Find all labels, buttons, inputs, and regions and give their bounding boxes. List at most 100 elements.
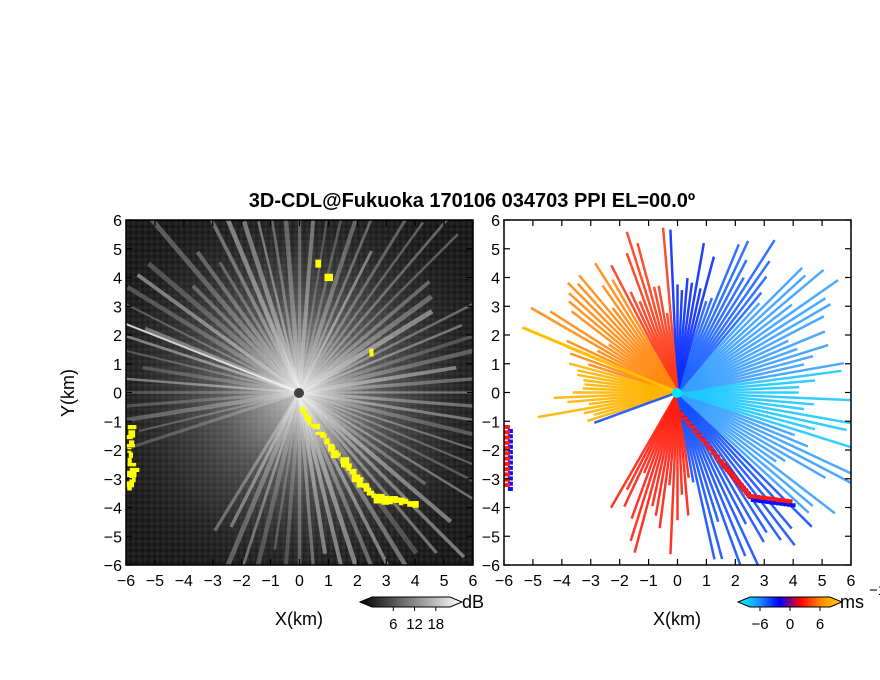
- velocity-clutter-cell: [765, 499, 771, 504]
- clutter-cell: [127, 462, 137, 467]
- clutter-cell: [127, 457, 132, 465]
- velocity-clutter-cell: [754, 494, 761, 499]
- velocity-center-marker: [672, 388, 682, 398]
- clutter-cell: [371, 493, 376, 498]
- velocity-clutter-cell: [779, 501, 785, 506]
- clutter-cell: [407, 501, 414, 507]
- clutter-cell: [315, 259, 322, 268]
- velocity-clutter-cell: [783, 502, 789, 507]
- clutter-cell: [320, 433, 327, 438]
- velocity-clutter-cell: [744, 491, 751, 496]
- x-tick-label: −3: [582, 573, 600, 590]
- clutter-cell: [128, 430, 136, 438]
- clutter-cell: [307, 417, 312, 425]
- clutter-cell: [366, 492, 374, 496]
- velocity-clutter-cell: [768, 496, 775, 501]
- clutter-cell: [126, 443, 135, 448]
- velocity-clutter-cell: [696, 433, 703, 438]
- velocity-clutter-cell: [764, 496, 771, 501]
- velocity-clutter-cell: [739, 485, 746, 490]
- velocity-clutter-cell: [507, 450, 513, 455]
- velocity-clutter-cell: [507, 471, 513, 476]
- y-tick-label: −1: [482, 414, 500, 431]
- clutter-cell: [398, 500, 404, 506]
- colorbar-tick-label: 0: [786, 616, 794, 633]
- velocity-clutter-cell: [507, 460, 513, 465]
- clutter-highlights: [126, 259, 419, 508]
- y-tick-label: −2: [104, 443, 122, 460]
- y-tick-label: 1: [113, 357, 122, 374]
- clutter-cell: [362, 483, 370, 489]
- clutter-cell: [346, 465, 351, 471]
- velocity-ray: [677, 391, 851, 425]
- velocity-ray: [677, 391, 851, 402]
- x-tick-label: 1: [324, 573, 333, 590]
- x-tick-label: −2: [611, 573, 629, 590]
- y-tick-label: 3: [113, 299, 122, 316]
- x-tick-label: 3: [382, 573, 391, 590]
- y-tick-label: −2: [482, 443, 500, 460]
- x-tick-label: 1: [702, 573, 711, 590]
- clutter-cell: [340, 460, 346, 468]
- velocity-ray: [676, 391, 765, 543]
- clutter-cell: [324, 273, 333, 282]
- y-tick-label: 5: [113, 242, 122, 259]
- x-tick-label: −2: [233, 573, 251, 590]
- velocity-ray: [677, 391, 847, 432]
- y-tick-label: −6: [482, 558, 500, 575]
- velocity-clutter-cell: [507, 439, 513, 444]
- velocity-ray: [676, 279, 839, 394]
- clutter-cell: [363, 487, 371, 492]
- velocity-clutter-cell: [750, 498, 756, 502]
- clutter-cell: [381, 495, 389, 500]
- y-tick-label: −6: [104, 558, 122, 575]
- colorbar-tick-label: −6: [751, 616, 768, 633]
- clutter-cell: [126, 435, 133, 440]
- x-tick-label: 4: [411, 573, 420, 590]
- x-tick-label: −3: [204, 573, 222, 590]
- velocity-clutter-cell: [507, 486, 513, 491]
- clutter-cell: [129, 467, 140, 472]
- x-tick-label: 3: [760, 573, 769, 590]
- clutter-cell: [299, 407, 306, 413]
- clutter-cell: [390, 496, 396, 502]
- x-tick-label: −6: [117, 573, 135, 590]
- colorbar-tick-label: 12: [406, 616, 423, 633]
- velocity-ray: [521, 326, 679, 394]
- velocity-clutter-cell: [678, 412, 685, 417]
- x-tick-label: 0: [673, 573, 682, 590]
- velocity-clutter-cell: [504, 451, 510, 456]
- x-tick-label: −4: [553, 573, 571, 590]
- velocity-ray: [676, 391, 810, 514]
- figure-title: 3D-CDL@Fukuoka 170106 034703 PPI EL=00.0…: [249, 190, 695, 212]
- clutter-cell: [313, 426, 320, 430]
- colorbar-scale: [358, 596, 464, 608]
- velocity-clutter-cell: [720, 462, 727, 467]
- y-tick-label: 5: [491, 242, 500, 259]
- velocity-clutter-cell: [786, 502, 792, 507]
- x-tick-label: 2: [731, 573, 740, 590]
- y-tick-label: −1: [104, 414, 122, 431]
- velocity-clutter-cell: [699, 437, 706, 442]
- velocity-ray: [676, 391, 814, 507]
- clutter-cell: [412, 501, 419, 508]
- velocity-clutter-cell: [717, 459, 724, 464]
- clutter-cell: [393, 497, 401, 503]
- velocity-clutter-cell: [761, 495, 768, 500]
- y-tick-label: 2: [113, 328, 122, 345]
- velocity-clutter-cell: [507, 429, 513, 433]
- x-tick-label: 0: [295, 573, 304, 590]
- velocity-clutter-cell: [707, 446, 714, 451]
- intensity-colorbar: 6 12 18 dB: [358, 592, 484, 633]
- velocity-ray: [676, 274, 807, 394]
- velocity-rays: [504, 227, 851, 565]
- x-tick-label: −5: [524, 573, 542, 590]
- clutter-cell: [381, 497, 389, 505]
- clutter-cell: [357, 477, 364, 482]
- colorbar-scale: [736, 596, 844, 608]
- y-tick-label: 4: [491, 271, 500, 288]
- velocity-clutter-cell: [782, 498, 789, 503]
- clutter-cell: [400, 497, 405, 503]
